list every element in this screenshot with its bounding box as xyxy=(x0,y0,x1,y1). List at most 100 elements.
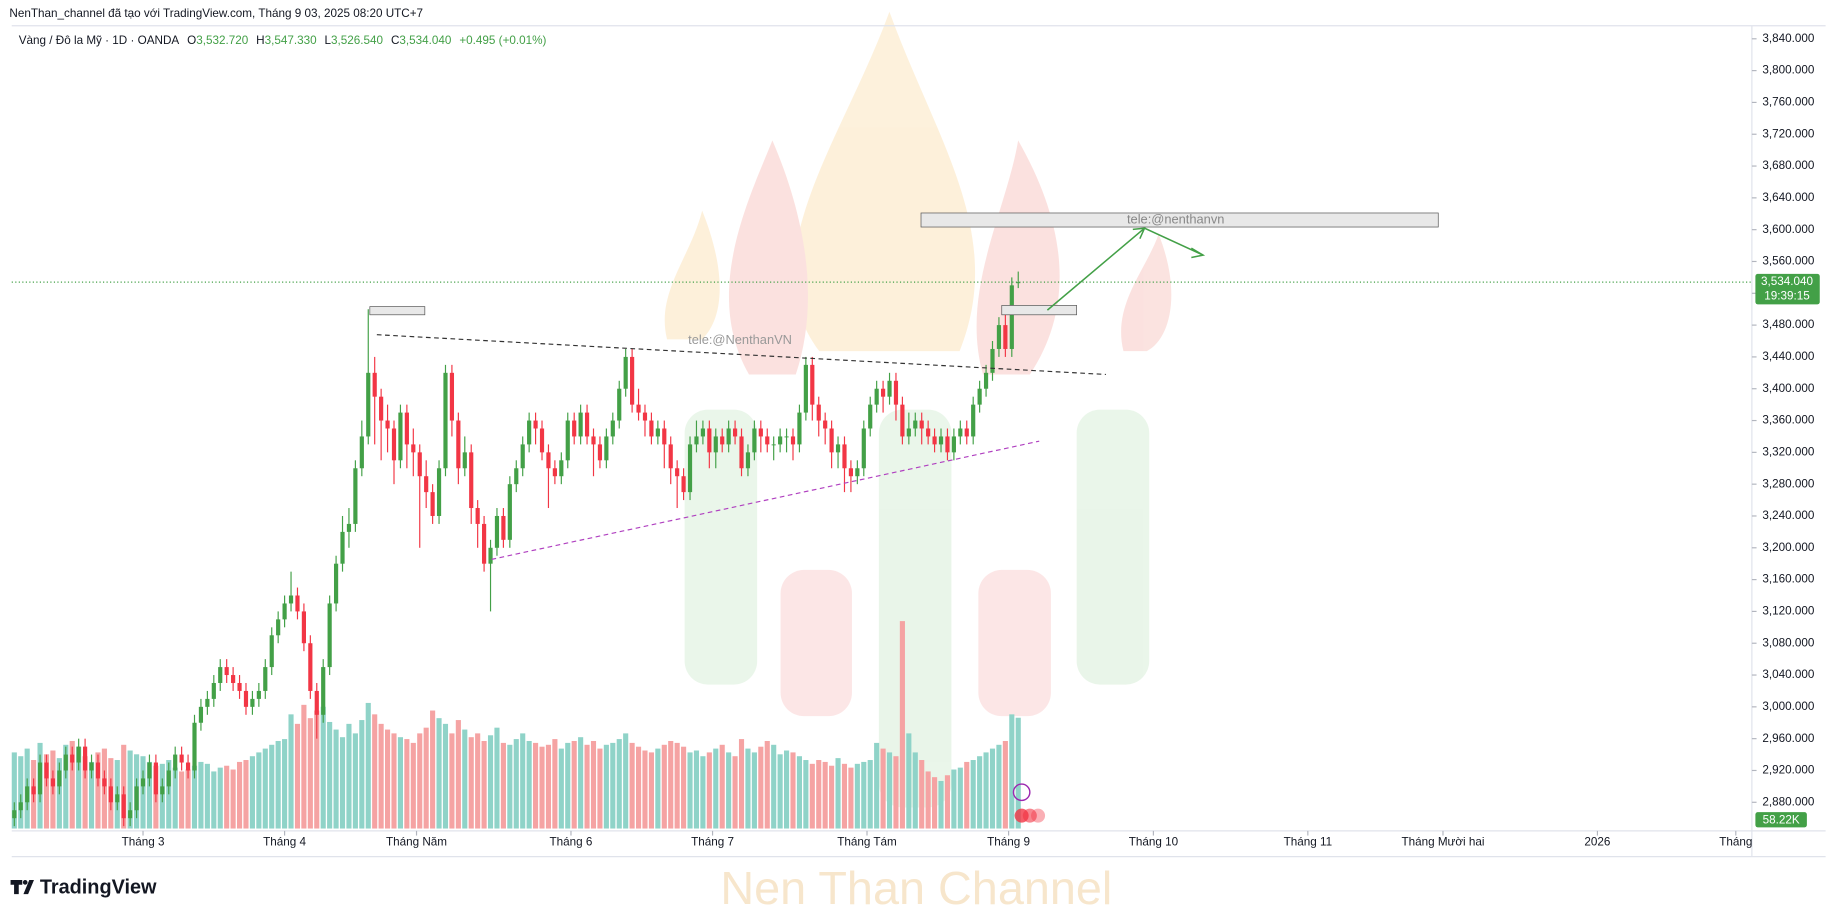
candle-body xyxy=(359,436,364,469)
flame xyxy=(976,140,1060,375)
candle-body xyxy=(44,762,49,779)
volume-bar xyxy=(899,621,905,829)
volume-bar xyxy=(796,756,802,829)
candle-body xyxy=(527,420,532,445)
flame xyxy=(1121,234,1172,352)
candle-body xyxy=(1016,282,1021,284)
event-icon xyxy=(1022,808,1037,823)
volume-bar xyxy=(648,752,654,829)
candle-body xyxy=(424,476,429,493)
change: +0.495 (+0.01%) xyxy=(459,34,546,47)
target-box xyxy=(920,212,1439,228)
candle-body xyxy=(1003,325,1008,349)
candle-body xyxy=(617,388,622,421)
volume-bar xyxy=(635,746,642,829)
volume-bar xyxy=(365,702,371,829)
volume-bar xyxy=(76,746,82,829)
candle-body xyxy=(430,492,435,516)
volume-bar xyxy=(841,763,848,829)
y-tick-label: 3,160.000 xyxy=(1762,573,1814,586)
volume-bar xyxy=(693,750,700,829)
volume-bar xyxy=(951,769,957,829)
candle-body xyxy=(971,404,976,437)
y-tick-label: 3,720.000 xyxy=(1762,127,1814,140)
candle-body xyxy=(861,428,866,469)
candle-body xyxy=(732,428,738,437)
volume-bar xyxy=(989,748,996,829)
candle-body xyxy=(848,468,854,477)
flame xyxy=(793,11,976,352)
candle-body xyxy=(333,563,339,604)
volume-bar xyxy=(462,729,468,829)
candle-body xyxy=(327,603,332,668)
volume-bar xyxy=(616,739,622,829)
y-tick-label: 3,840.000 xyxy=(1762,32,1814,45)
volume-bar xyxy=(558,748,564,829)
candle-body xyxy=(398,412,403,461)
y-tick-label: 3,560.000 xyxy=(1762,255,1814,268)
volume-bar xyxy=(944,775,951,829)
candle-body xyxy=(121,794,126,819)
volume-bar xyxy=(314,710,320,829)
x-tick-label: Tháng xyxy=(1719,836,1752,849)
candle-body xyxy=(37,762,43,795)
volume-bar xyxy=(700,756,706,829)
volume-bar xyxy=(423,727,429,829)
volume-bar xyxy=(385,729,391,829)
volume-bar xyxy=(964,761,970,829)
candle-body xyxy=(469,452,474,509)
x-tick-label: Tháng Năm xyxy=(386,836,447,849)
candle-body xyxy=(70,754,75,763)
candle-body xyxy=(160,786,165,795)
volume-bar xyxy=(436,718,442,829)
candle-body xyxy=(726,428,731,445)
candle-layer xyxy=(12,271,1021,827)
volume-bar xyxy=(758,746,764,829)
volume-bar xyxy=(294,723,301,829)
candle-body xyxy=(752,428,757,453)
volume-label-box xyxy=(1755,812,1807,828)
candle-body xyxy=(662,428,667,445)
candle-body xyxy=(739,436,744,469)
candle-body xyxy=(134,786,139,811)
volume-bar xyxy=(590,740,597,829)
candle-body xyxy=(231,675,236,683)
candle-body xyxy=(102,778,107,787)
candle-body xyxy=(224,667,229,676)
volume-bar xyxy=(372,714,378,829)
candle-body xyxy=(765,436,770,445)
y-tick-label: 3,400.000 xyxy=(1762,382,1814,395)
open-value: 3,532.720 xyxy=(196,34,248,47)
candle-body xyxy=(745,452,751,469)
volume-bar xyxy=(339,737,346,829)
resistance-line xyxy=(376,334,1106,376)
brand-icon xyxy=(22,880,28,885)
volume-bar xyxy=(18,756,24,829)
candle-body xyxy=(520,444,525,469)
y-tick-label: 3,680.000 xyxy=(1762,159,1814,172)
volume-bar xyxy=(726,752,732,829)
volume-bar xyxy=(784,750,790,829)
volume-bar xyxy=(719,744,725,829)
y-tick-label: 3,200.000 xyxy=(1762,541,1814,554)
volume-bar xyxy=(777,754,783,829)
flame xyxy=(728,140,808,375)
candle-body xyxy=(140,778,146,787)
candle-body xyxy=(983,372,989,389)
arrow-head xyxy=(1132,227,1146,240)
candle-body xyxy=(700,428,705,437)
volume-bar xyxy=(282,739,288,829)
volume-bar xyxy=(764,740,770,829)
candle-body xyxy=(269,635,274,668)
candle-body xyxy=(456,420,461,469)
candle-body xyxy=(996,325,1002,349)
volume-bar xyxy=(211,771,217,829)
candle-body xyxy=(784,436,789,438)
candle-body xyxy=(128,810,133,819)
candle-body xyxy=(926,428,931,437)
candle-body xyxy=(173,754,178,771)
candle-body xyxy=(436,468,442,516)
candle-body xyxy=(842,444,847,469)
event-icon xyxy=(1012,783,1031,802)
